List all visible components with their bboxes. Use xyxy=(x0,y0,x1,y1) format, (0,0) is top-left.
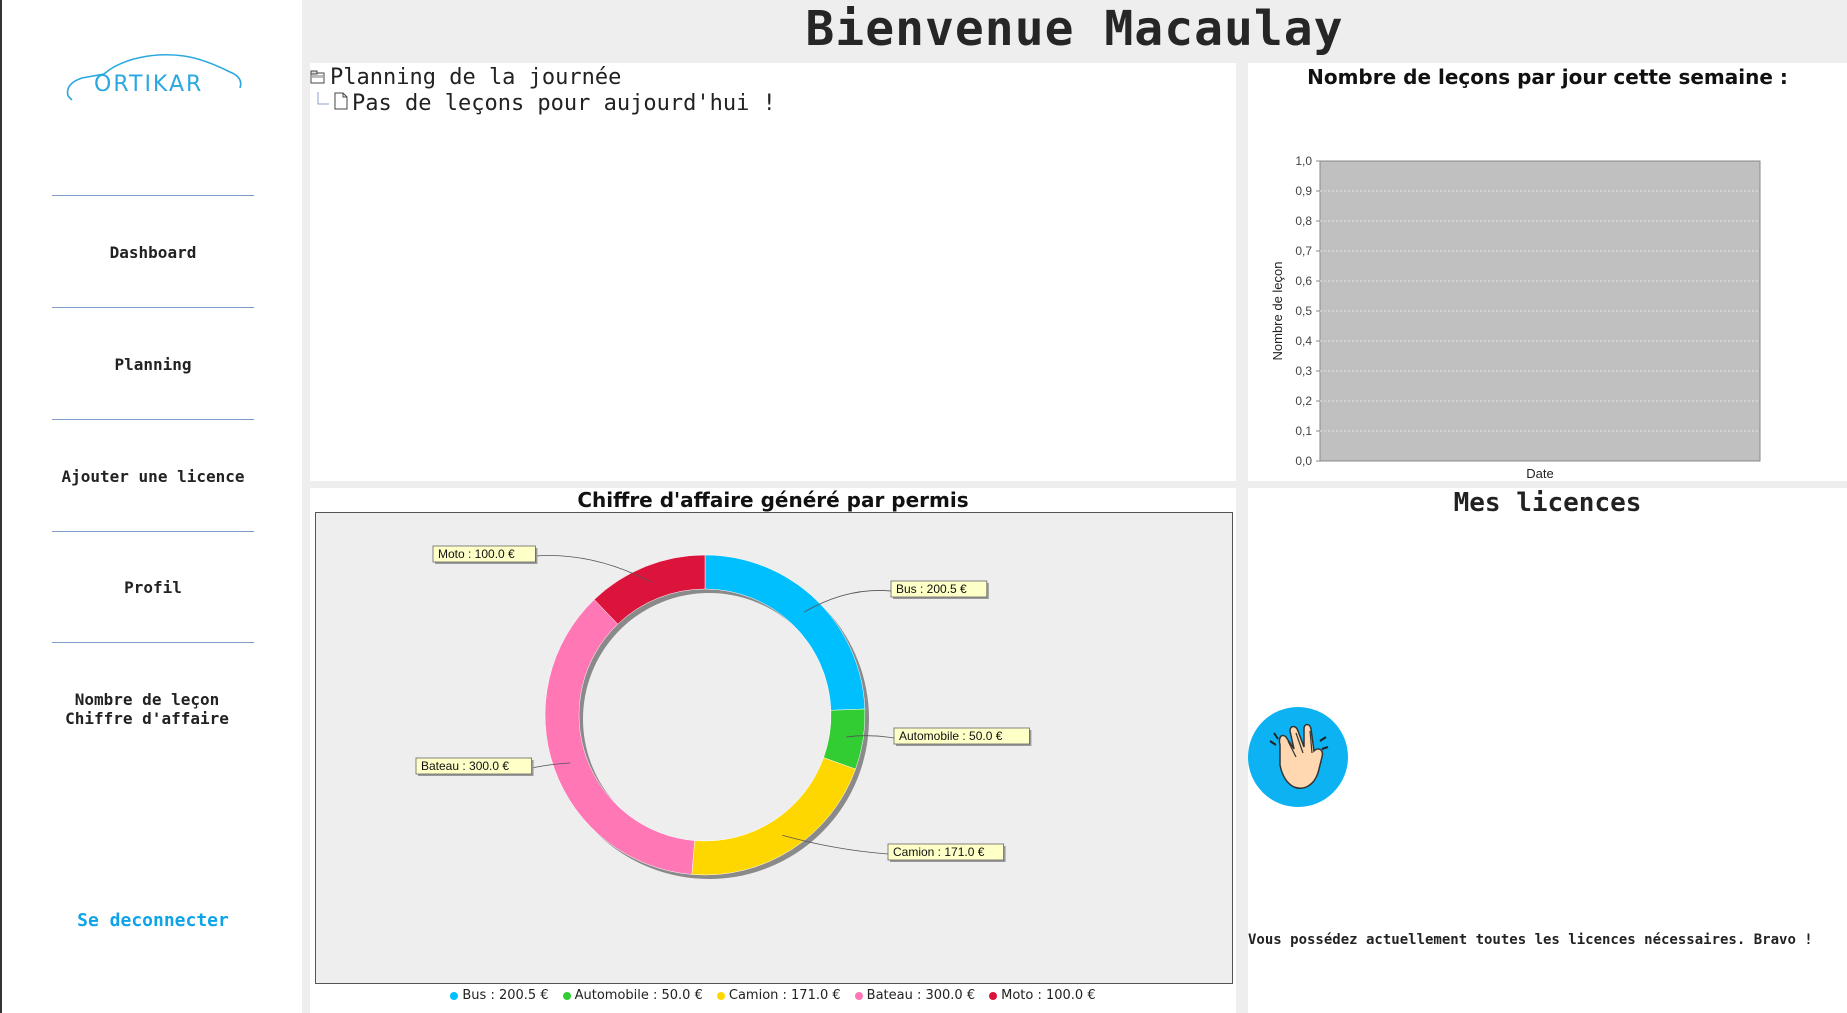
tree-node-child[interactable]: Pas de leçons pour aujourd'hui ! xyxy=(316,91,776,116)
slice-label-box xyxy=(893,727,1030,745)
donut-slice-bus[interactable] xyxy=(704,554,866,711)
sidebar-item-dashboard[interactable]: Dashboard xyxy=(32,243,274,262)
y-tick-label: 0,5 xyxy=(1295,304,1312,318)
slice-label-box xyxy=(415,757,532,775)
page-title: Bienvenue Macaulay xyxy=(805,1,1344,57)
label-leader-line xyxy=(535,555,652,583)
chart-legend: Bus : 200.5 € Automobile : 50.0 € Camion :… xyxy=(310,988,1236,1003)
sidebar-item-profil[interactable]: Profil xyxy=(32,578,274,597)
y-tick-label: 0,7 xyxy=(1295,244,1312,258)
sidebar-item-label: Chiffre d'affaire xyxy=(65,709,229,728)
tree-child-label: Pas de leçons pour aujourd'hui ! xyxy=(352,91,776,116)
nav-divider xyxy=(52,307,254,308)
planning-panel: Planning de la journée Pas de leçons pou… xyxy=(310,63,1236,481)
nav-divider xyxy=(52,419,254,420)
legend-label: Camion : 171.0 € xyxy=(728,988,841,1003)
y-tick-label: 0,3 xyxy=(1295,364,1312,378)
slice-label-box xyxy=(890,580,988,598)
file-icon xyxy=(334,91,348,116)
y-tick-label: 0,8 xyxy=(1295,214,1312,228)
lessons-bar-chart: 0,0 0,1 0,2 0,3 0,4 0,5 0,6 0,7 0,8 0,9 1,0 Nombre… xyxy=(1270,154,1761,481)
nav-divider xyxy=(52,195,254,196)
x-axis-label: Date xyxy=(1526,466,1553,481)
main-content: Bienvenue Macaulay Planning de la journé… xyxy=(302,0,1847,1013)
tree-root-label: Planning de la journée xyxy=(330,65,622,90)
y-tick-label: 1,0 xyxy=(1295,154,1312,168)
plot-area: Bus : 200.5 € Automobile : 50.0 € Camion :… xyxy=(315,512,1233,984)
revenue-donut-chart: Bus : 200.5 € Automobile : 50.0 € Camion :… xyxy=(415,545,1032,879)
y-tick-label: 0,2 xyxy=(1295,394,1312,408)
ortikar-logo: ORTIKAR xyxy=(64,50,244,110)
legend-item-automobile: Automobile : 50.0 € xyxy=(562,988,703,1003)
sidebar-item-add-licence[interactable]: Ajouter une licence xyxy=(32,467,274,486)
sidebar-item-planning[interactable]: Planning xyxy=(32,355,274,374)
y-axis-label: Nombre de leçon xyxy=(1270,262,1285,361)
slice-label-box xyxy=(432,545,536,563)
donut-slice-moto[interactable] xyxy=(593,554,706,625)
y-tick-label: 0,9 xyxy=(1295,184,1312,198)
y-tick-label: 0,0 xyxy=(1295,454,1312,468)
label-leader-line xyxy=(782,834,889,855)
legend-label: Automobile : 50.0 € xyxy=(574,988,703,1003)
legend-swatch xyxy=(716,991,725,1000)
label-leader-line xyxy=(531,762,571,769)
licences-panel: Mes licences Vous possédez actuellement … xyxy=(1248,488,1847,1013)
legend-label: Moto : 100.0 € xyxy=(1001,988,1096,1003)
legend-label: Bateau : 300.0 € xyxy=(866,988,976,1003)
slice-label-box xyxy=(887,843,1004,861)
sidebar: ORTIKAR Dashboard Planning Ajouter une l… xyxy=(0,0,300,1013)
clapping-hands-icon xyxy=(1248,707,1348,807)
tree-node-root[interactable]: Planning de la journée xyxy=(310,65,621,90)
y-tick-label: 0,1 xyxy=(1295,424,1312,438)
sidebar-item-label: Ajouter une licence xyxy=(61,467,245,486)
legend-swatch xyxy=(450,991,459,1000)
legend-item-bus: Bus : 200.5 € xyxy=(450,988,549,1003)
sidebar-item-label: Planning xyxy=(114,355,192,374)
folder-open-icon xyxy=(310,65,326,90)
label-leader-line xyxy=(804,590,892,613)
legend-item-camion: Camion : 171.0 € xyxy=(716,988,841,1003)
y-tick-label: 0,6 xyxy=(1295,274,1312,288)
slice-label: Bus : 200.5 € xyxy=(896,582,967,596)
licences-title: Mes licences xyxy=(1453,488,1642,518)
revenue-chart-panel: Chiffre d'affaire généré par permis Bus … xyxy=(310,488,1236,1013)
nav-divider xyxy=(52,531,254,532)
lessons-chart-panel: Nombre de leçons par jour cette semaine … xyxy=(1248,63,1847,481)
chart-title: Chiffre d'affaire généré par permis xyxy=(577,488,969,512)
licences-message: Vous possédez actuellement toutes les li… xyxy=(1248,932,1813,948)
sidebar-item-label: Dashboard xyxy=(109,243,197,262)
donut-slice-bateau[interactable] xyxy=(544,599,695,875)
y-tick-label: 0,4 xyxy=(1295,334,1312,348)
sidebar-item-label: Nombre de leçon xyxy=(74,690,220,709)
sidebar-item-label: Profil xyxy=(124,578,182,597)
legend-label: Bus : 200.5 € xyxy=(462,988,549,1003)
label-leader-line xyxy=(846,735,895,739)
legend-swatch xyxy=(854,991,863,1000)
slice-label: Bateau : 300.0 € xyxy=(421,759,509,773)
nav-divider xyxy=(52,642,254,643)
slice-label: Automobile : 50.0 € xyxy=(899,729,1003,743)
car-outline-icon xyxy=(66,54,242,101)
legend-item-bateau: Bateau : 300.0 € xyxy=(854,988,976,1003)
logout-link[interactable]: Se deconnecter xyxy=(77,910,229,931)
slice-label: Camion : 171.0 € xyxy=(893,845,985,859)
legend-item-moto: Moto : 100.0 € xyxy=(989,988,1096,1003)
tree-connector-icon xyxy=(316,91,330,116)
legend-swatch xyxy=(989,991,998,1000)
logo-text: ORTIKAR xyxy=(94,72,204,97)
chart-title: Nombre de leçons par jour cette semaine … xyxy=(1307,65,1788,89)
sidebar-item-statistics[interactable]: Nombre de leçon Chiffre d'affaire xyxy=(26,690,268,728)
legend-swatch xyxy=(562,991,571,1000)
slice-label: Moto : 100.0 € xyxy=(438,547,515,561)
